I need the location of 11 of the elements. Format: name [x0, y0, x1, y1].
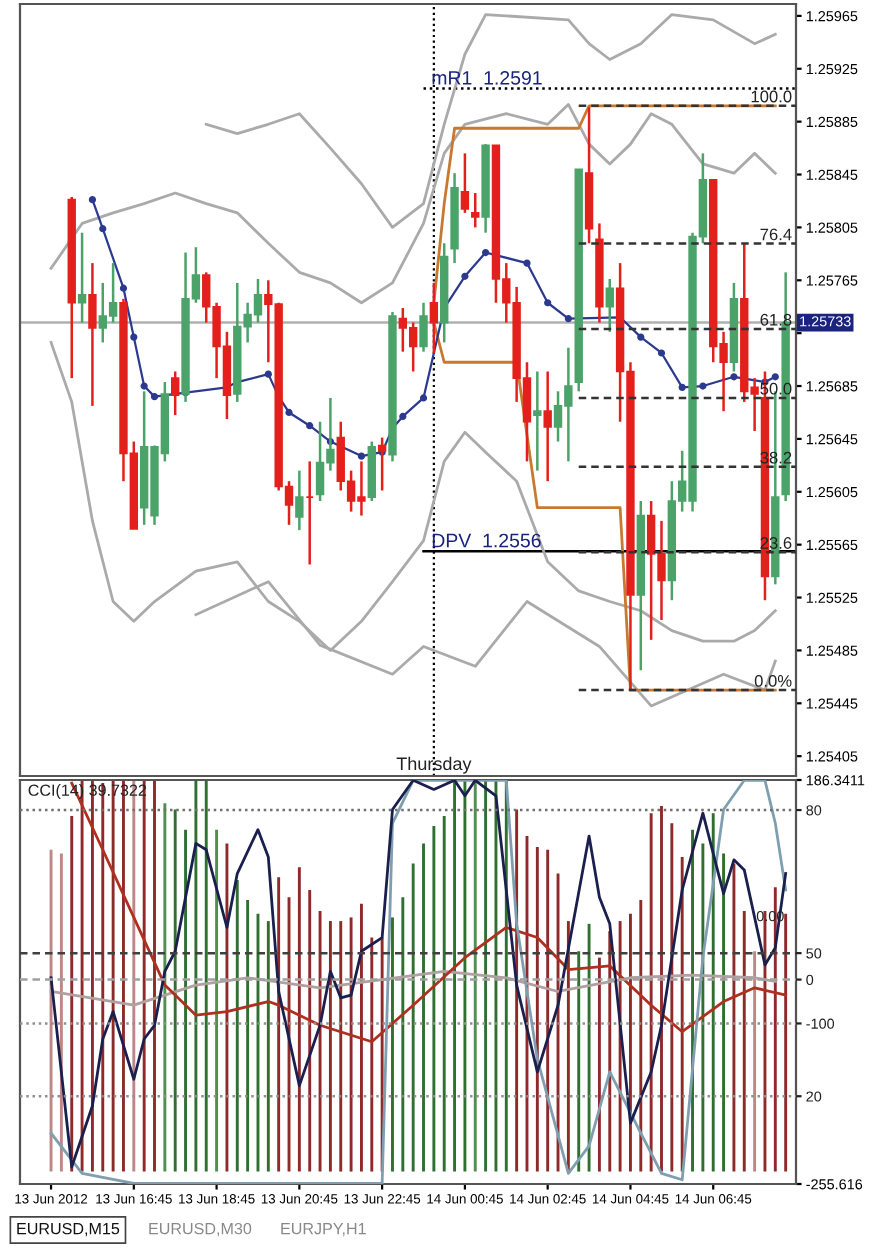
- text: EURUSD,M15: [17, 1222, 120, 1237]
- ref-line-label: 23.6: [760, 537, 792, 549]
- ref-line-label: Thursday: [396, 756, 472, 774]
- text: EURUSD,M30: [149, 1222, 252, 1237]
- ref-line-label: DPV 1.2556: [432, 533, 541, 548]
- ref-line-label: 0.0%: [754, 675, 792, 687]
- ref-line-label: 76.4: [760, 228, 792, 241]
- ref-line-label: 38.2: [760, 451, 792, 464]
- ref-line-label: 100.0: [751, 90, 792, 103]
- text: EURJPY,H1: [281, 1223, 366, 1237]
- ref-line-label: mR1 1.2591: [432, 70, 542, 85]
